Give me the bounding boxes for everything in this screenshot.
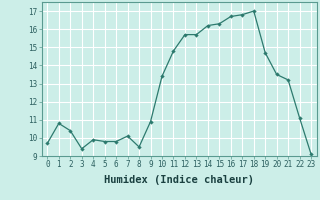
- X-axis label: Humidex (Indice chaleur): Humidex (Indice chaleur): [104, 175, 254, 185]
